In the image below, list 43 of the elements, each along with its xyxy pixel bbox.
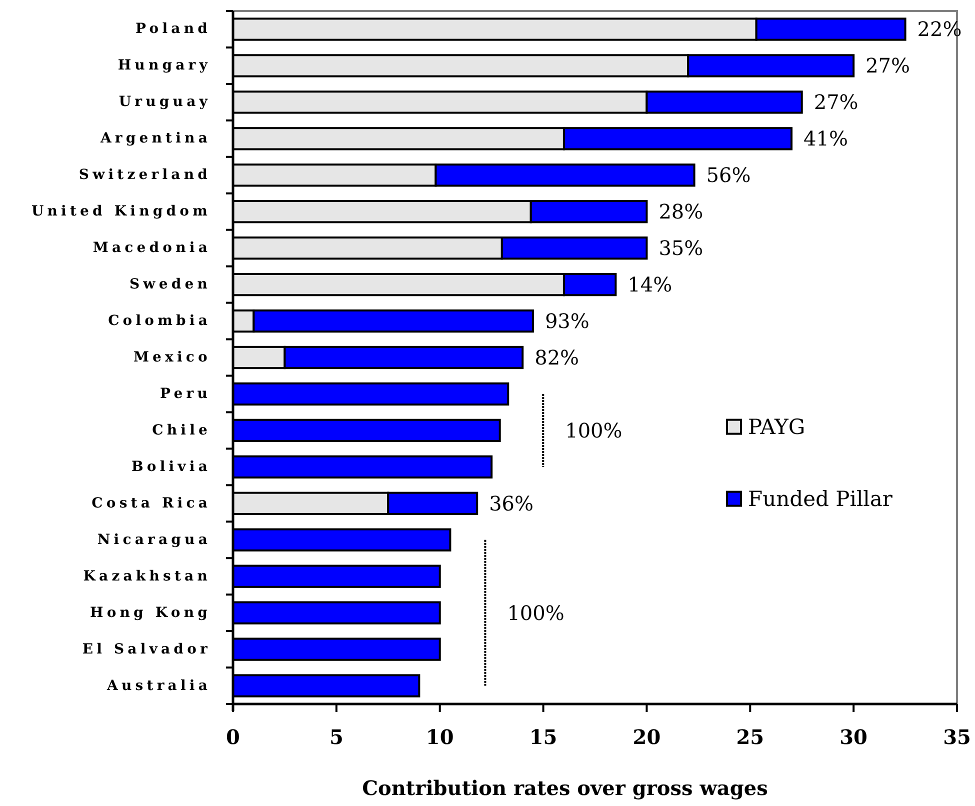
legend-label: PAYG: [748, 414, 806, 439]
y-tick-label: Peru: [160, 386, 211, 402]
annotation: 28%: [658, 200, 704, 224]
annotation: 27%: [866, 54, 910, 78]
y-tick-label: El Salvador: [82, 641, 211, 658]
annotation: 82%: [534, 346, 580, 370]
x-axis-title: Contribution rates over gross wages: [362, 776, 768, 800]
x-tick-label: 5: [329, 725, 344, 749]
y-tick-label: United Kingdom: [31, 204, 211, 220]
x-tick-label: 35: [943, 725, 971, 749]
annotation: 14%: [628, 272, 672, 297]
y-tick-label: Colombia: [108, 313, 211, 330]
x-tick-label: 0: [226, 725, 240, 749]
legend-label: Funded Pillar: [748, 486, 894, 511]
annotation: 100%: [507, 600, 564, 625]
y-tick-label: Poland: [136, 21, 211, 38]
x-tick-label: 30: [840, 725, 868, 749]
annotation: 93%: [544, 309, 590, 334]
y-tick-label: Mexico: [133, 350, 211, 366]
y-tick-label: Switzerland: [78, 167, 211, 184]
y-tick-label: Hungary: [118, 58, 211, 74]
annotation: 100%: [565, 418, 622, 442]
annotation: 35%: [658, 236, 704, 260]
annotation: 22%: [917, 17, 962, 42]
y-tick-label: Macedonia: [92, 240, 211, 256]
y-tick-label: Sweden: [129, 276, 211, 293]
y-tick-label: Argentina: [99, 130, 211, 147]
annotation: 41%: [804, 126, 848, 151]
annotation: 56%: [706, 163, 751, 188]
y-tick-label: Kazakhstan: [83, 568, 211, 584]
annotation: 36%: [489, 491, 534, 516]
y-tick-label: Australia: [106, 678, 211, 694]
x-tick-label: 15: [529, 725, 558, 749]
x-tick-label: 25: [736, 725, 764, 749]
y-tick-label: Uruguay: [118, 94, 211, 110]
y-tick-label: Nicaragua: [97, 532, 211, 548]
y-tick-label: Bolivia: [131, 458, 211, 475]
annotation: 27%: [814, 90, 858, 114]
y-tick-label: Costa Rica: [92, 495, 211, 512]
x-tick-label: 10: [426, 725, 454, 749]
y-tick-label: Hong Kong: [90, 604, 211, 621]
y-tick-label: Chile: [152, 422, 211, 438]
x-tick-label: 20: [632, 725, 661, 749]
